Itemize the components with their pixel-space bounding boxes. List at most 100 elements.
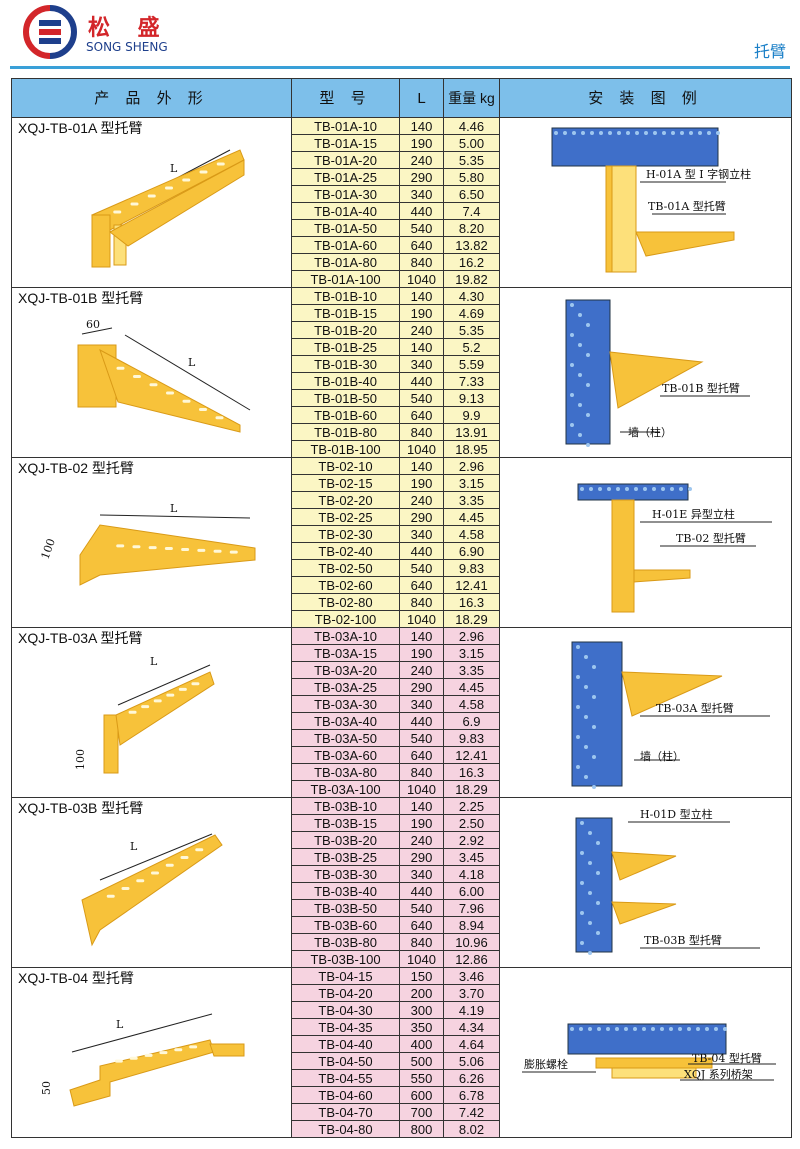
- length-cell: 640: [399, 406, 444, 424]
- length-cell: 540: [399, 729, 444, 747]
- weight-cell: 4.58: [443, 695, 500, 713]
- weight-cell: 8.02: [443, 1120, 500, 1138]
- model-cell: TB-01B-100: [291, 440, 400, 458]
- product-shape-cell: XQJ-TB-02 型托臂: [11, 457, 292, 628]
- model-cell: TB-01B-20: [291, 321, 400, 339]
- length-cell: 1040: [399, 780, 444, 798]
- header-divider: [10, 66, 790, 69]
- weight-cell: 7.33: [443, 372, 500, 390]
- length-cell: 440: [399, 202, 444, 220]
- weight-cell: 5.00: [443, 134, 500, 152]
- model-cell: TB-03B-10: [291, 797, 400, 815]
- length-cell: 240: [399, 661, 444, 679]
- table-row: TB-01A-30 340 6.50: [12, 185, 792, 203]
- weight-cell: 4.30: [443, 287, 500, 305]
- weight-cell: 6.9: [443, 712, 500, 730]
- length-cell: 150: [399, 967, 444, 985]
- weight-cell: 6.50: [443, 185, 500, 203]
- table-row: XQJ-TB-02 型托臂 TB-02-10 140 2.96: [11, 457, 792, 628]
- model-cell: TB-03A-30: [291, 695, 400, 713]
- model-cell: TB-03B-60: [291, 916, 400, 934]
- weight-cell: 3.46: [443, 967, 500, 985]
- length-cell: 240: [399, 151, 444, 169]
- weight-cell: 19.82: [443, 270, 500, 288]
- table-row: TB-03B-80 840 10.96: [12, 933, 792, 951]
- table-row: TB-03A-50 540 9.83: [12, 729, 792, 747]
- product-shape-cell: XQJ-TB-03B 型托臂: [11, 797, 292, 968]
- weight-cell: 2.96: [443, 627, 500, 645]
- length-cell: 800: [399, 1120, 444, 1138]
- header: 松 盛 SONG SHENG 托臂: [0, 0, 800, 70]
- model-cell: TB-04-80: [291, 1120, 400, 1138]
- model-cell: TB-03B-80: [291, 933, 400, 951]
- weight-cell: 6.90: [443, 542, 500, 560]
- length-cell: 640: [399, 236, 444, 254]
- header-weight: 重量 kg: [443, 78, 500, 118]
- table-row: TB-04-50 500 5.06: [12, 1052, 792, 1070]
- model-cell: TB-03A-100: [291, 780, 400, 798]
- weight-cell: 4.69: [443, 304, 500, 322]
- product-shape-cell: XQJ-TB-01B 型托臂: [11, 287, 292, 458]
- model-cell: TB-04-40: [291, 1035, 400, 1053]
- length-cell: 540: [399, 559, 444, 577]
- table-row: TB-03A-25 290 4.45: [12, 678, 792, 696]
- length-cell: 140: [399, 287, 444, 305]
- table-row: TB-03A-60 640 12.41: [12, 746, 792, 764]
- length-cell: 140: [399, 627, 444, 645]
- weight-cell: 6.78: [443, 1086, 500, 1104]
- model-cell: TB-01A-25: [291, 168, 400, 186]
- table-row: TB-01A-20 240 5.35: [12, 151, 792, 169]
- table-row: TB-03A-80 840 16.3: [12, 763, 792, 781]
- length-cell: 240: [399, 491, 444, 509]
- length-cell: 340: [399, 865, 444, 883]
- length-cell: 440: [399, 712, 444, 730]
- table-row: TB-03B-100 1040 12.86: [12, 950, 792, 968]
- weight-cell: 18.29: [443, 610, 500, 628]
- table-row: TB-01B-15 190 4.69: [12, 304, 792, 322]
- length-cell: 550: [399, 1069, 444, 1087]
- length-cell: 340: [399, 185, 444, 203]
- table-row: TB-03A-100 1040 18.29: [12, 780, 792, 798]
- length-cell: 1040: [399, 950, 444, 968]
- length-cell: 340: [399, 695, 444, 713]
- weight-cell: 6.00: [443, 882, 500, 900]
- model-cell: TB-02-10: [291, 457, 400, 475]
- table-row: TB-03B-60 640 8.94: [12, 916, 792, 934]
- table-row: XQJ-TB-01B 型托臂 TB-01B-10 140 4.30: [11, 287, 792, 458]
- weight-cell: 12.86: [443, 950, 500, 968]
- length-cell: 190: [399, 474, 444, 492]
- model-cell: TB-04-60: [291, 1086, 400, 1104]
- length-cell: 640: [399, 916, 444, 934]
- model-cell: TB-02-60: [291, 576, 400, 594]
- weight-cell: 4.45: [443, 678, 500, 696]
- length-cell: 340: [399, 525, 444, 543]
- model-cell: TB-03A-50: [291, 729, 400, 747]
- model-cell: TB-04-70: [291, 1103, 400, 1121]
- length-cell: 240: [399, 321, 444, 339]
- install-example-cell: [499, 117, 792, 288]
- length-cell: 840: [399, 933, 444, 951]
- model-cell: TB-03A-40: [291, 712, 400, 730]
- weight-cell: 9.83: [443, 559, 500, 577]
- table-row: XQJ-TB-03B 型托臂 TB-03B-10 140 2.25: [11, 797, 792, 968]
- table-row: TB-04-55 550 6.26: [12, 1069, 792, 1087]
- table-row: TB-01B-20 240 5.35: [12, 321, 792, 339]
- length-cell: 290: [399, 848, 444, 866]
- weight-cell: 16.3: [443, 763, 500, 781]
- weight-cell: 5.35: [443, 321, 500, 339]
- weight-cell: 13.91: [443, 423, 500, 441]
- model-cell: TB-01B-30: [291, 355, 400, 373]
- weight-cell: 3.15: [443, 644, 500, 662]
- length-cell: 600: [399, 1086, 444, 1104]
- weight-cell: 2.96: [443, 457, 500, 475]
- weight-cell: 4.45: [443, 508, 500, 526]
- length-cell: 840: [399, 253, 444, 271]
- length-cell: 140: [399, 457, 444, 475]
- table-row: TB-04-35 350 4.34: [12, 1018, 792, 1036]
- model-cell: TB-02-100: [291, 610, 400, 628]
- weight-cell: 2.92: [443, 831, 500, 849]
- model-cell: TB-02-15: [291, 474, 400, 492]
- model-cell: TB-01A-15: [291, 134, 400, 152]
- weight-cell: 13.82: [443, 236, 500, 254]
- length-cell: 540: [399, 899, 444, 917]
